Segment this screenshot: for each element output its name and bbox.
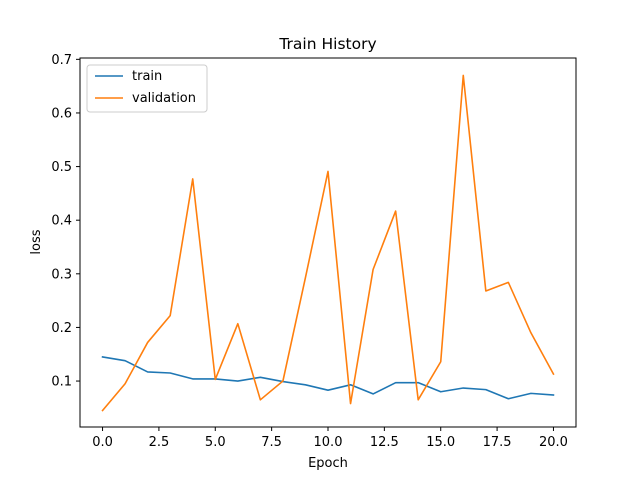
y-tick-label: 0.2 [51,321,72,336]
plot-frame [79,57,577,428]
y-tick-label: 0.7 [51,53,72,68]
x-tick-label: 0.0 [92,435,113,450]
x-tick-label: 7.5 [261,435,282,450]
series-line-train [101,355,555,400]
y-tick-label: 0.1 [51,375,72,390]
x-tick-label: 12.5 [370,435,399,450]
chart-title: Train History [278,35,376,53]
x-axis-title: Epoch [308,456,348,471]
legend-label-validation: validation [132,91,196,106]
y-tick-label: 0.5 [51,160,72,175]
x-tick-label: 15.0 [426,435,455,450]
y-axis-title: loss [29,229,44,254]
y-tick-label: 0.4 [51,214,72,229]
axes-layer: 0.0 2.5 5.0 7.5 10.0 12.5 15.0 17.5 20.0 0.1 0.2 0.… [51,53,568,450]
series-line-validation [101,74,555,412]
x-tick-label: 20.0 [539,435,568,450]
x-tick-label: 10.0 [314,435,343,450]
legend-label-train: train [132,69,162,84]
x-tick-label: 17.5 [483,435,512,450]
y-tick-label: 0.6 [51,106,72,121]
x-tick-label: 2.5 [149,435,170,450]
y-tick-label: 0.3 [51,267,72,282]
x-tick-label: 5.0 [205,435,226,450]
series-layer [101,74,555,412]
legend: train validation [86,64,208,113]
